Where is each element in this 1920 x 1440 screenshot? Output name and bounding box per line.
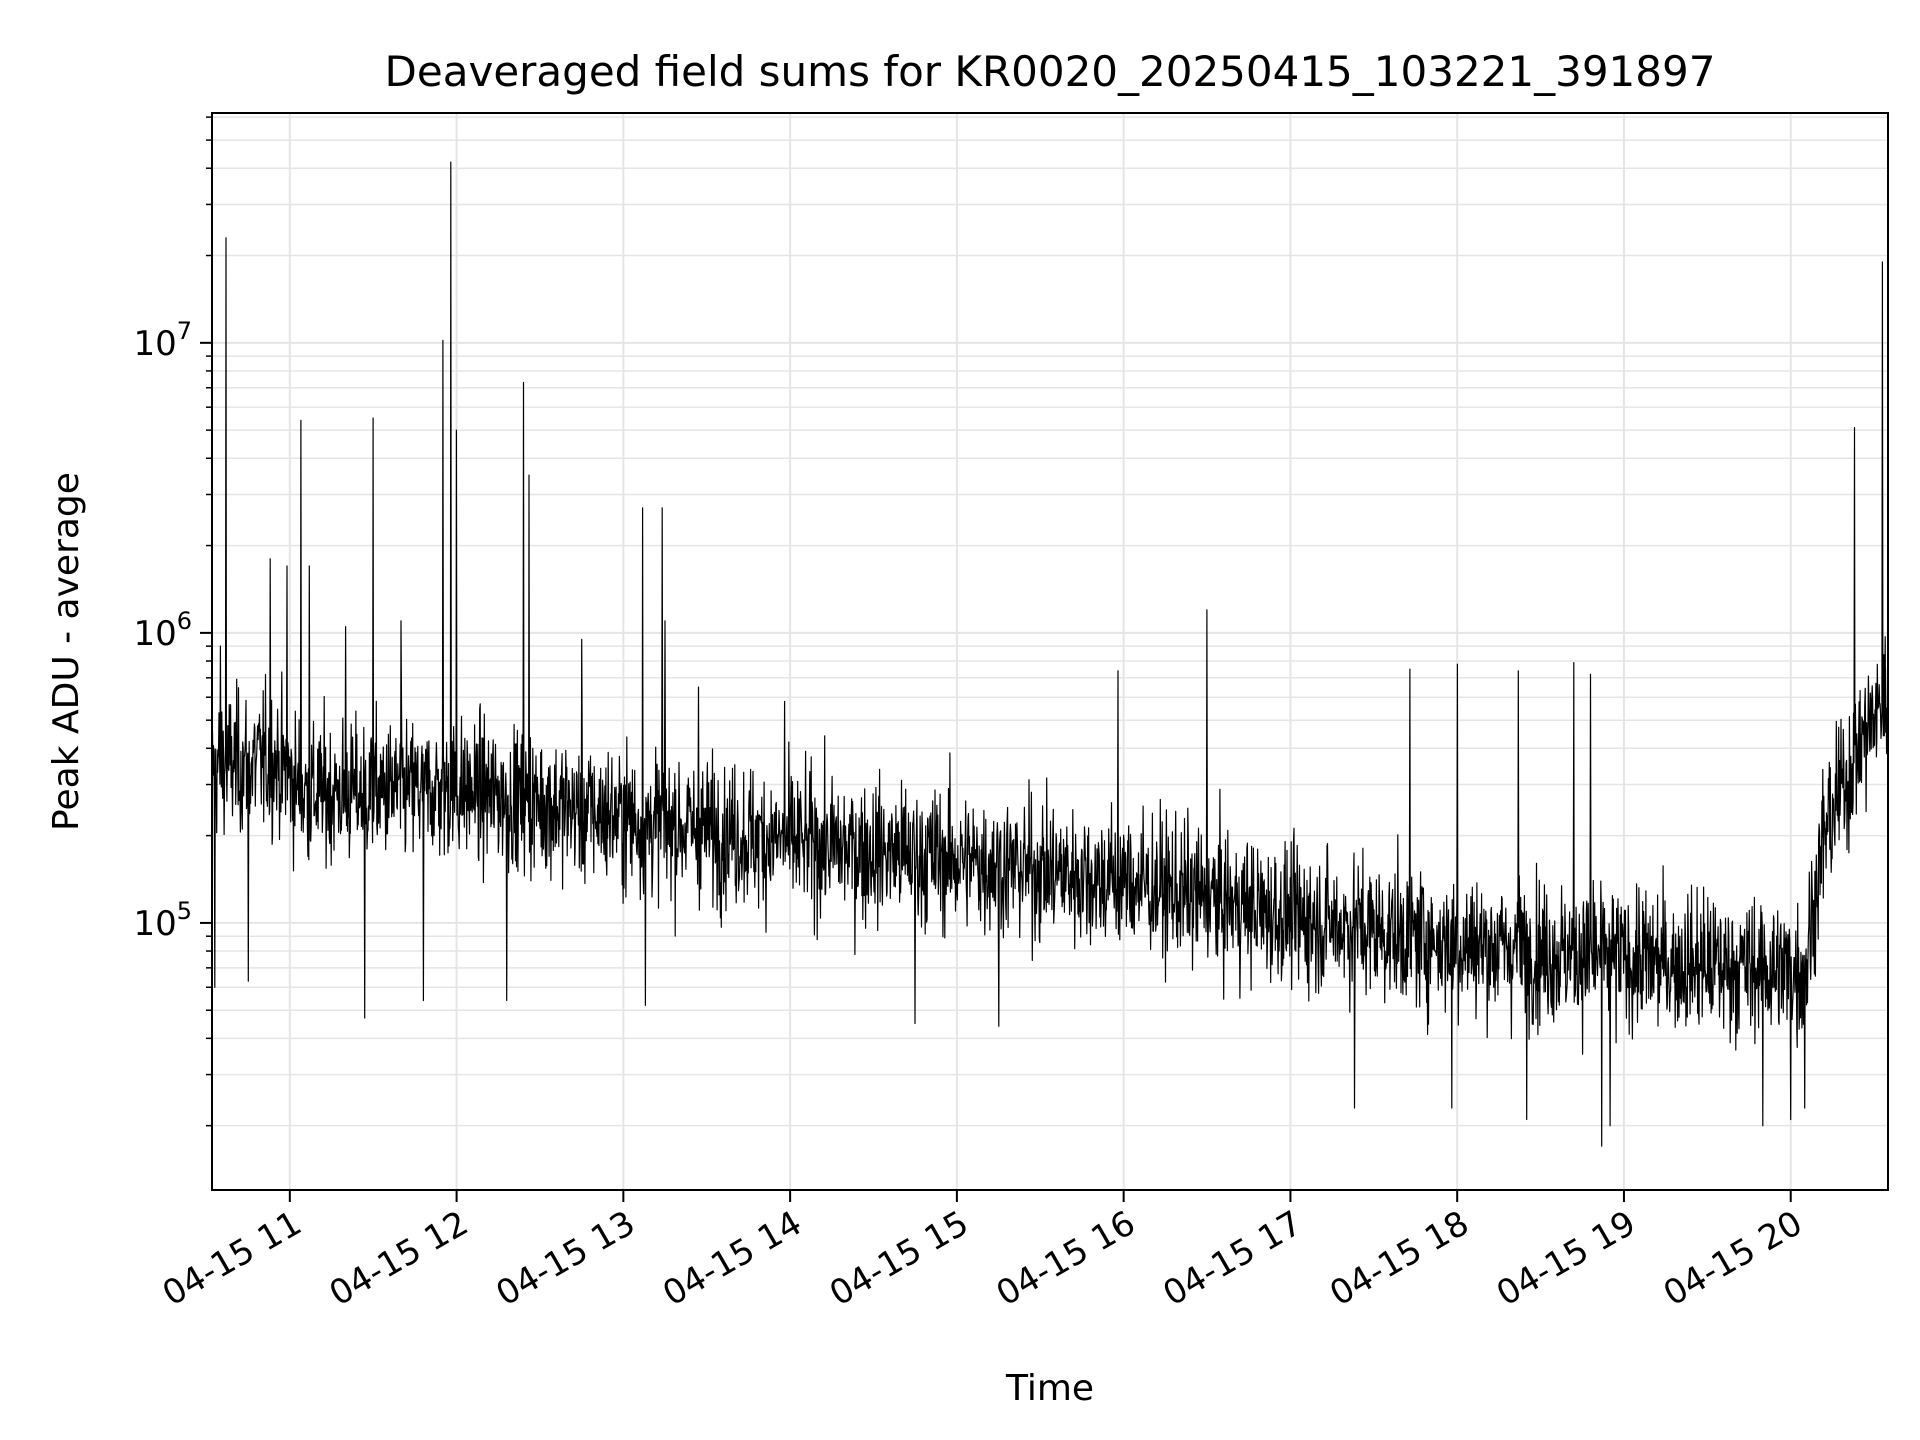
minor-grid	[212, 116, 1888, 1127]
series-line	[211, 161, 1889, 1147]
y-tick-exponent: 6	[177, 607, 192, 635]
y-tick-base: 10	[133, 324, 176, 364]
y-tick-base: 10	[133, 904, 176, 944]
series-layer	[211, 161, 1889, 1147]
plot-frame	[211, 112, 1889, 1191]
chart-title: Deaveraged field sums for KR0020_2025041…	[385, 47, 1716, 96]
y-tick-label: 107	[133, 317, 192, 364]
y-tick-label: 106	[133, 607, 192, 654]
y-tick-exponent: 7	[177, 317, 192, 345]
y-tick-label: 105	[133, 897, 192, 944]
y-axis-label: Peak ADU - average	[46, 472, 87, 831]
y-tick-base: 10	[133, 614, 176, 654]
x-axis-label: Time	[1005, 1368, 1094, 1409]
y-tick-exponent: 5	[177, 897, 192, 925]
